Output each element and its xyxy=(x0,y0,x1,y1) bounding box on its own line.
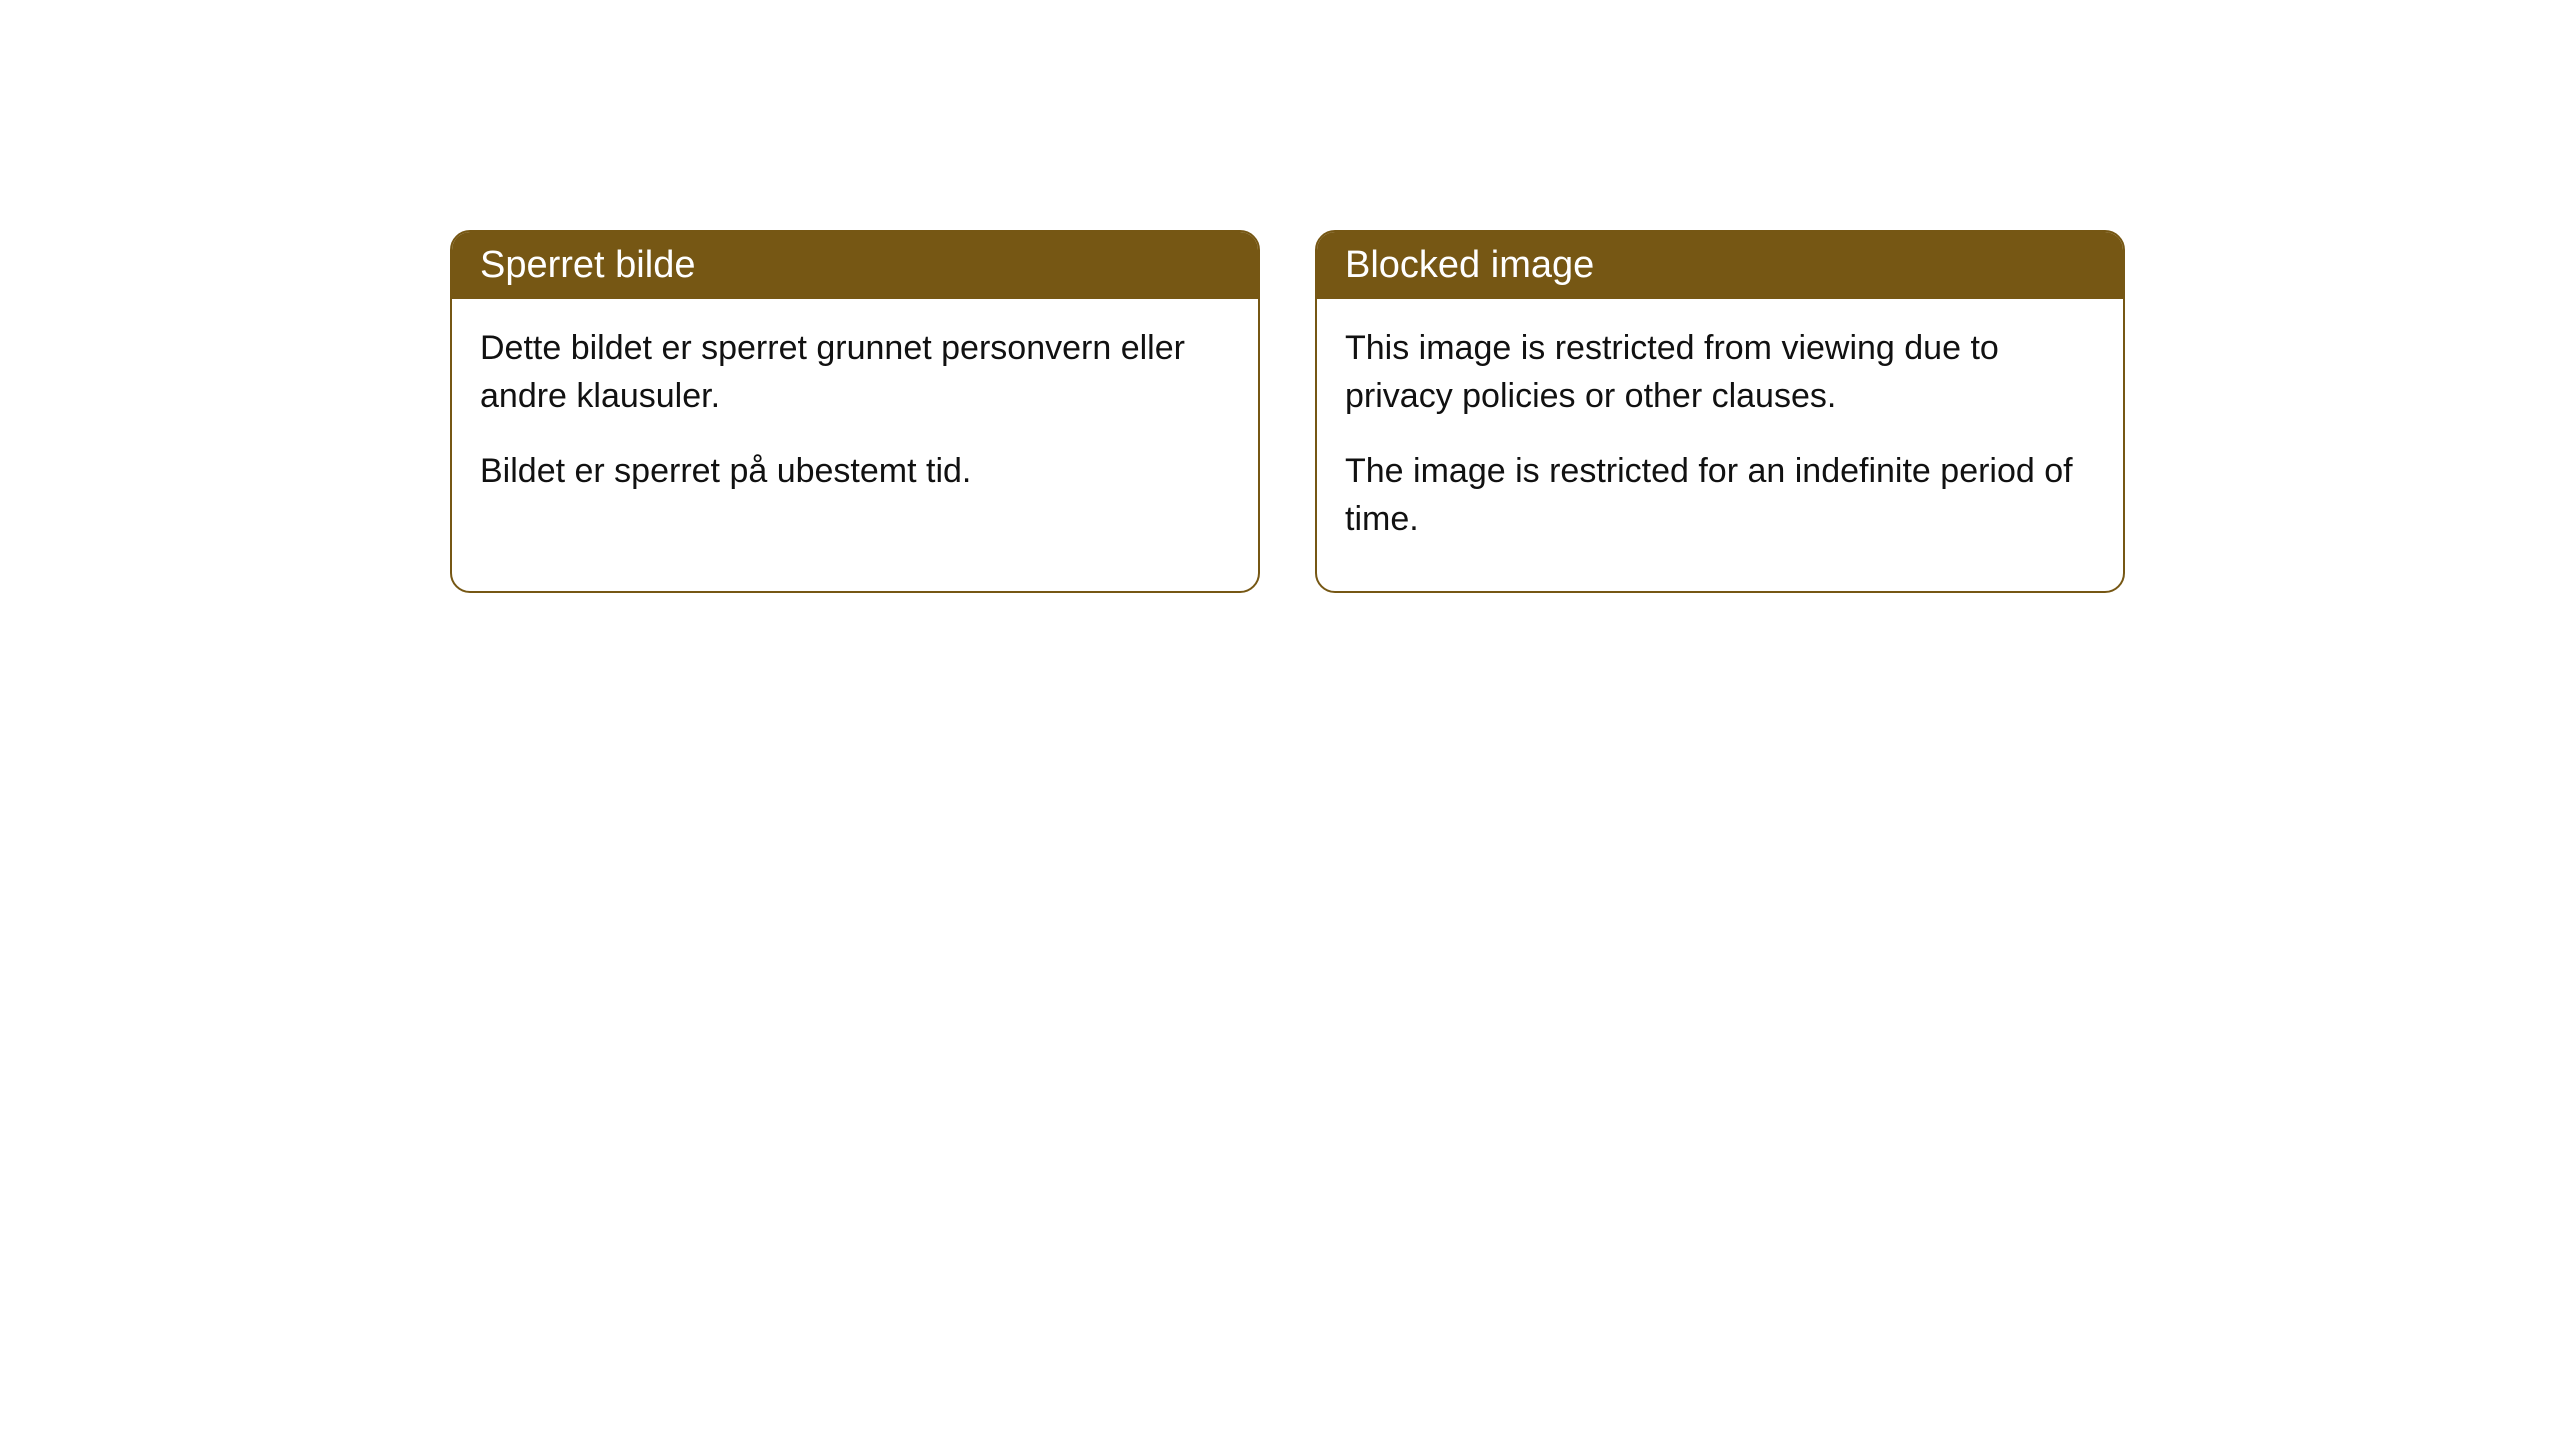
card-header: Blocked image xyxy=(1317,232,2123,299)
card-body: Dette bildet er sperret grunnet personve… xyxy=(452,299,1258,544)
card-paragraph: This image is restricted from viewing du… xyxy=(1345,325,2095,420)
card-paragraph: The image is restricted for an indefinit… xyxy=(1345,448,2095,543)
card-body: This image is restricted from viewing du… xyxy=(1317,299,2123,591)
notice-card-norwegian: Sperret bilde Dette bildet er sperret gr… xyxy=(450,230,1260,593)
card-paragraph: Dette bildet er sperret grunnet personve… xyxy=(480,325,1230,420)
card-header: Sperret bilde xyxy=(452,232,1258,299)
notice-cards-container: Sperret bilde Dette bildet er sperret gr… xyxy=(450,230,2560,593)
card-paragraph: Bildet er sperret på ubestemt tid. xyxy=(480,448,1230,496)
notice-card-english: Blocked image This image is restricted f… xyxy=(1315,230,2125,593)
